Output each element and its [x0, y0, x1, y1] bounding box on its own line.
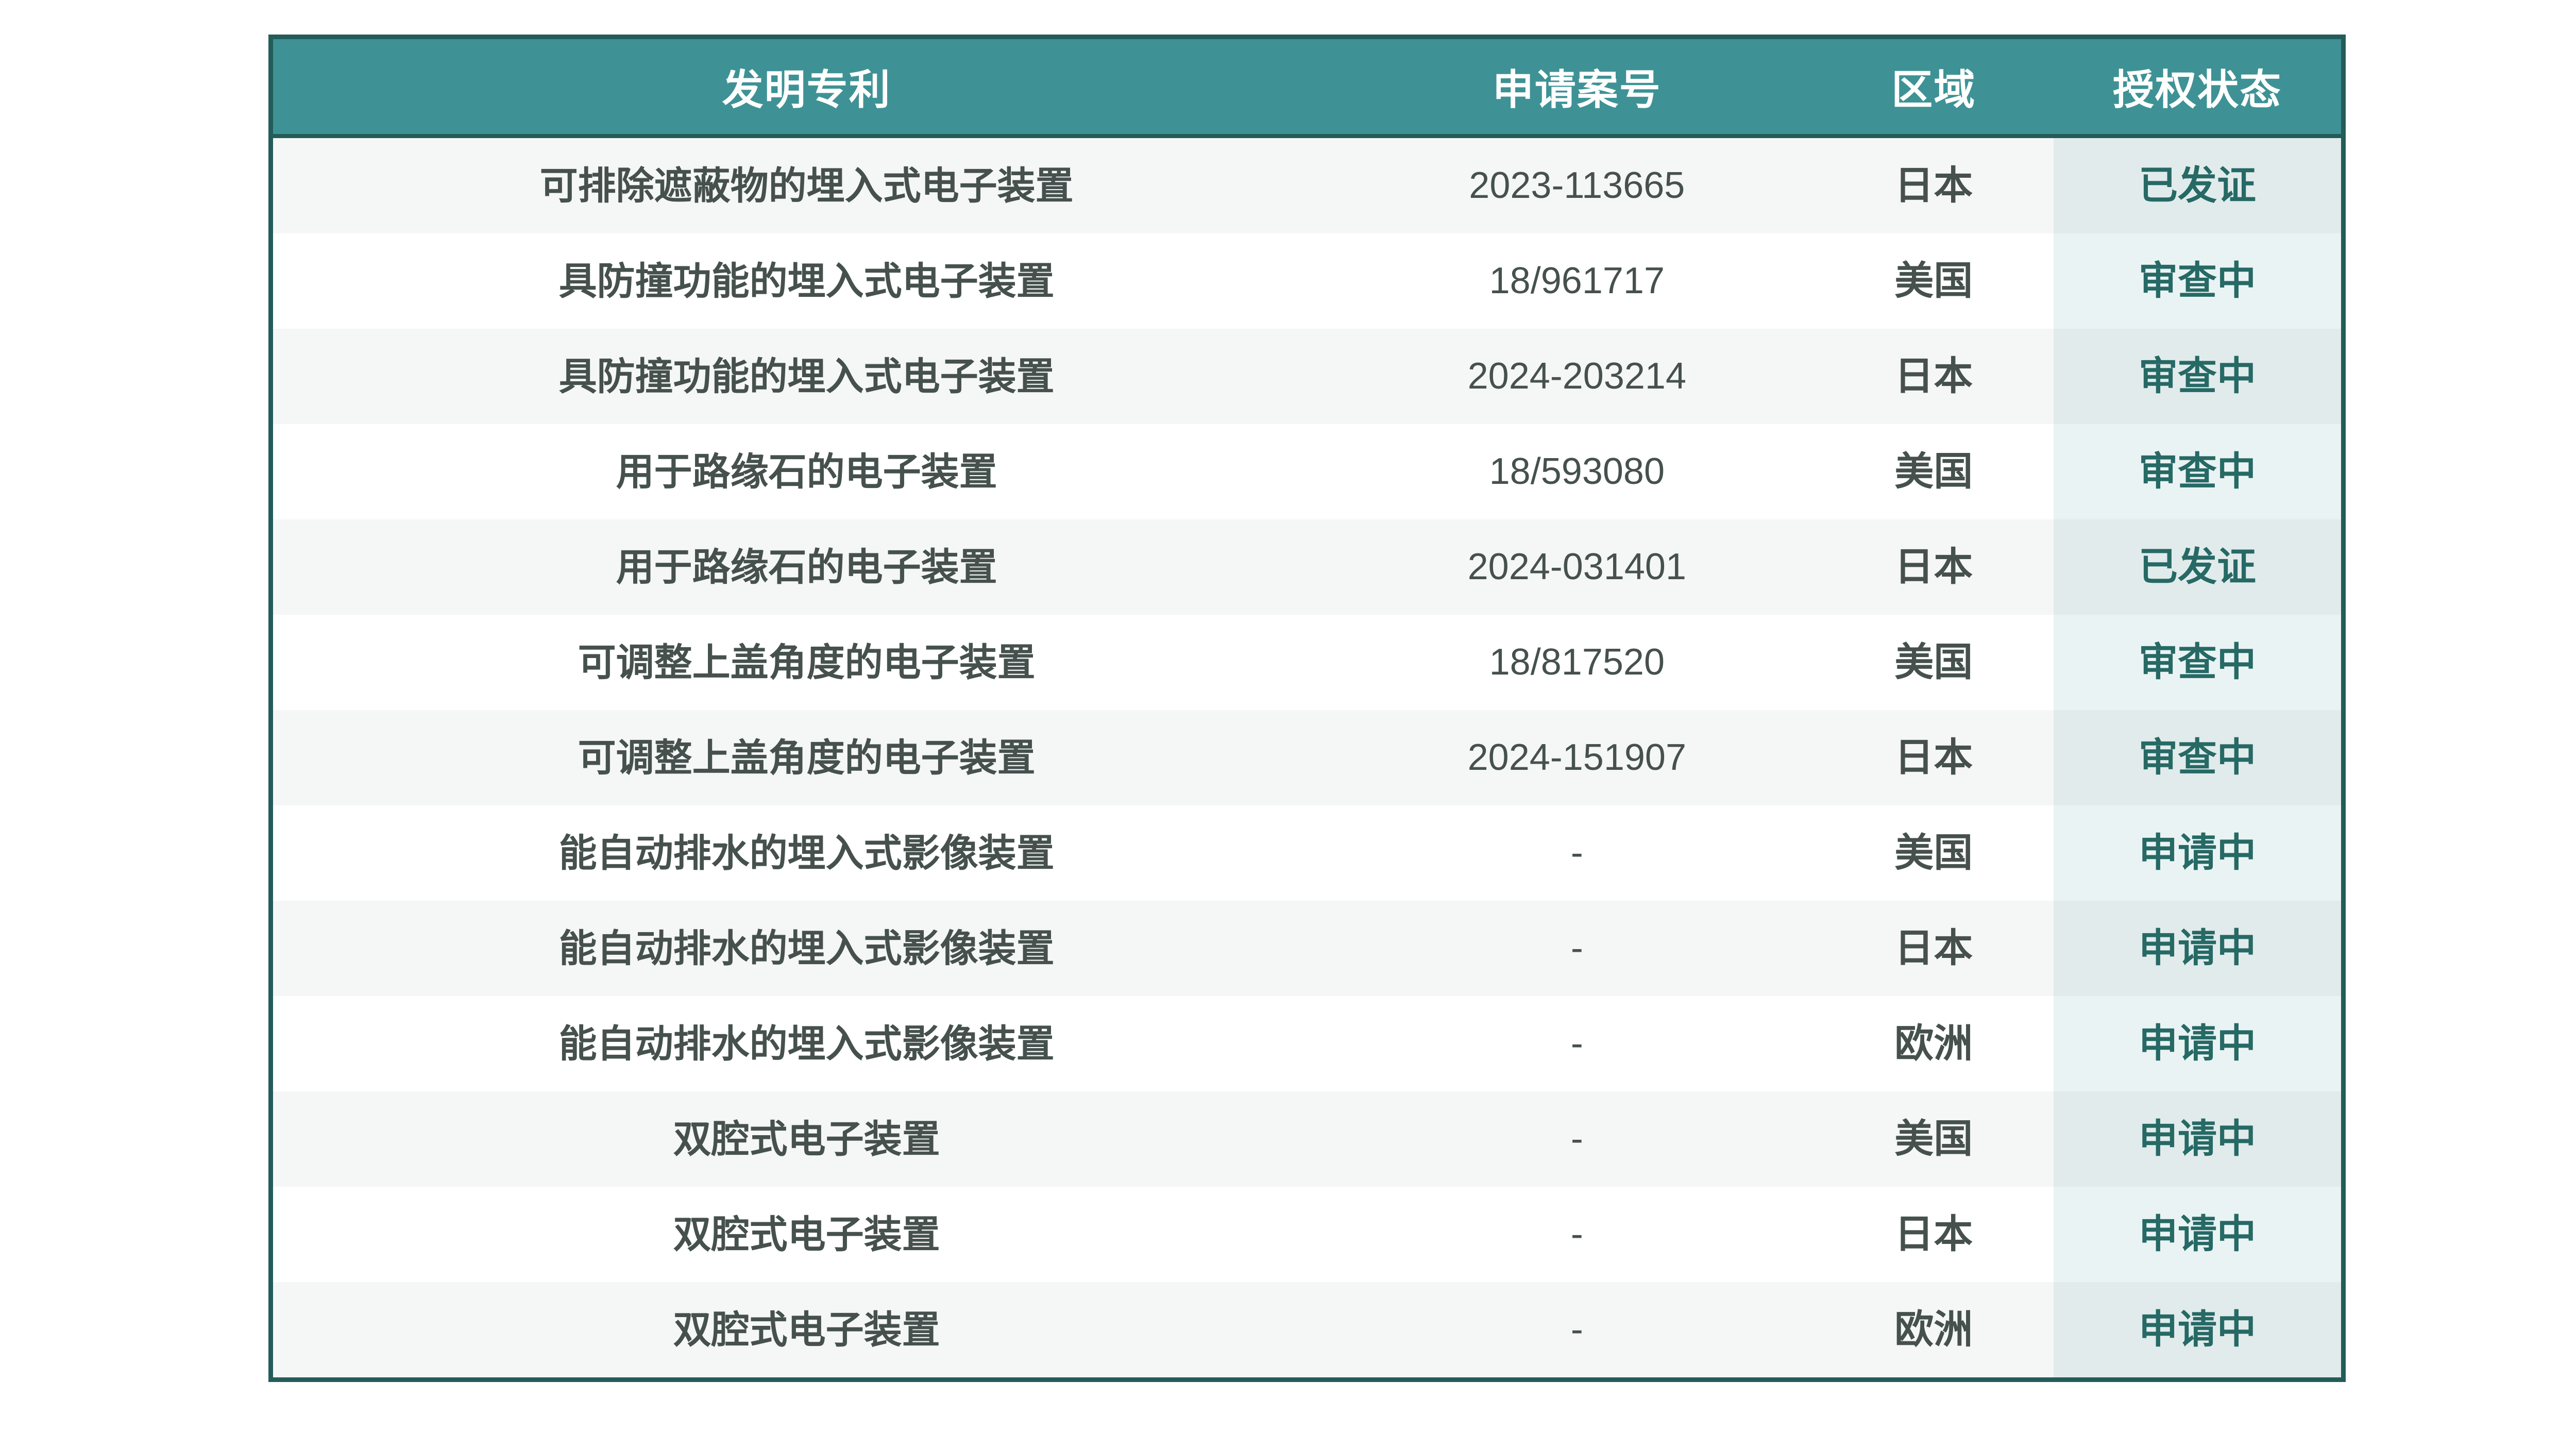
cell-patent-name: 可排除遮蔽物的埋入式电子装置 [539, 164, 1074, 207]
cell-status: 审查中 [2054, 615, 2341, 710]
patents-table: 发明专利 申请案号 区域 授权状态 可排除遮蔽物的埋入式电子装置 2023-11… [268, 35, 2346, 1382]
cell-patent-name: 双腔式电子装置 [673, 1212, 940, 1256]
cell-region: 欧洲 [1894, 1307, 1973, 1352]
cell-application-number: 18/817520 [1489, 641, 1665, 683]
cell-application-number: 2023-113665 [1469, 164, 1685, 206]
cell-application-number: 18/593080 [1489, 450, 1665, 492]
header-cell-grant-status: 授权状态 [2113, 67, 2282, 113]
cell-patent-name: 能自动排水的埋入式影像装置 [558, 1022, 1055, 1065]
table-row: 可调整上盖角度的电子装置 18/817520 美国 审查中 [273, 615, 2341, 710]
cell-patent-name: 用于路缘石的电子装置 [616, 545, 997, 588]
table-row: 用于路缘石的电子装置 18/593080 美国 审查中 [273, 424, 2341, 519]
cell-application-number: - [1570, 927, 1583, 969]
table-row: 双腔式电子装置 - 美国 申请中 [273, 1091, 2341, 1187]
table-row: 能自动排水的埋入式影像装置 - 日本 申请中 [273, 901, 2341, 996]
cell-application-number: 18/961717 [1489, 260, 1665, 301]
cell-patent-name: 双腔式电子装置 [673, 1117, 940, 1160]
cell-status: 审查中 [2054, 233, 2341, 329]
cell-region: 日本 [1894, 163, 1973, 208]
cell-region: 日本 [1894, 545, 1973, 589]
cell-patent-name: 双腔式电子装置 [673, 1308, 940, 1351]
cell-region: 日本 [1894, 354, 1973, 398]
cell-patent-name: 具防撞功能的埋入式电子装置 [558, 355, 1055, 398]
table-row: 具防撞功能的埋入式电子装置 2024-203214 日本 审查中 [273, 329, 2341, 424]
cell-patent-name: 可调整上盖角度的电子装置 [578, 736, 1036, 779]
table-row: 双腔式电子装置 - 日本 申请中 [273, 1187, 2341, 1282]
cell-region: 日本 [1894, 1212, 1973, 1256]
cell-status: 申请中 [2054, 1282, 2341, 1377]
table-row: 能自动排水的埋入式影像装置 - 欧洲 申请中 [273, 996, 2341, 1091]
table-row: 具防撞功能的埋入式电子装置 18/961717 美国 审查中 [273, 233, 2341, 329]
table-row: 可排除遮蔽物的埋入式电子装置 2023-113665 日本 已发证 [273, 138, 2341, 233]
cell-application-number: - [1570, 1022, 1583, 1064]
cell-region: 美国 [1894, 259, 1973, 303]
header-cell-application-number: 申请案号 [1492, 67, 1662, 113]
cell-application-number: 2024-203214 [1467, 355, 1687, 397]
cell-region: 美国 [1894, 449, 1973, 494]
cell-region: 日本 [1894, 926, 1973, 970]
cell-application-number: - [1570, 1118, 1583, 1159]
cell-status: 审查中 [2054, 710, 2341, 805]
cell-status: 申请中 [2054, 996, 2341, 1091]
cell-region: 日本 [1894, 735, 1973, 780]
cell-application-number: - [1570, 1308, 1583, 1350]
cell-region: 美国 [1894, 640, 1973, 684]
cell-patent-name: 具防撞功能的埋入式电子装置 [558, 259, 1055, 302]
cell-patent-name: 能自动排水的埋入式影像装置 [558, 831, 1055, 874]
cell-region: 美国 [1894, 1117, 1973, 1161]
cell-status: 申请中 [2054, 1187, 2341, 1282]
table-row: 能自动排水的埋入式影像装置 - 美国 申请中 [273, 805, 2341, 901]
table-row: 双腔式电子装置 - 欧洲 申请中 [273, 1282, 2341, 1377]
cell-patent-name: 可调整上盖角度的电子装置 [578, 641, 1036, 684]
header-cell-region: 区域 [1891, 67, 1976, 113]
table-row: 可调整上盖角度的电子装置 2024-151907 日本 审查中 [273, 710, 2341, 805]
cell-region: 美国 [1894, 831, 1973, 875]
cell-application-number: 2024-151907 [1467, 736, 1687, 778]
cell-patent-name: 能自动排水的埋入式影像装置 [558, 926, 1055, 970]
cell-application-number: - [1570, 832, 1583, 873]
cell-status: 申请中 [2054, 901, 2341, 996]
cell-status: 审查中 [2054, 329, 2341, 424]
cell-status: 已发证 [2054, 519, 2341, 615]
cell-patent-name: 用于路缘石的电子装置 [616, 450, 997, 493]
table-header-row: 发明专利 申请案号 区域 授权状态 [273, 39, 2341, 138]
cell-status: 申请中 [2054, 805, 2341, 901]
cell-status: 已发证 [2054, 138, 2341, 233]
cell-status: 申请中 [2054, 1091, 2341, 1187]
cell-region: 欧洲 [1894, 1021, 1973, 1066]
cell-status: 审查中 [2054, 424, 2341, 519]
table-body: 可排除遮蔽物的埋入式电子装置 2023-113665 日本 已发证 具防撞功能的… [273, 138, 2341, 1377]
header-cell-patent-name: 发明专利 [722, 67, 891, 113]
cell-application-number: - [1570, 1213, 1583, 1255]
table-row: 用于路缘石的电子装置 2024-031401 日本 已发证 [273, 519, 2341, 615]
cell-application-number: 2024-031401 [1467, 546, 1687, 587]
